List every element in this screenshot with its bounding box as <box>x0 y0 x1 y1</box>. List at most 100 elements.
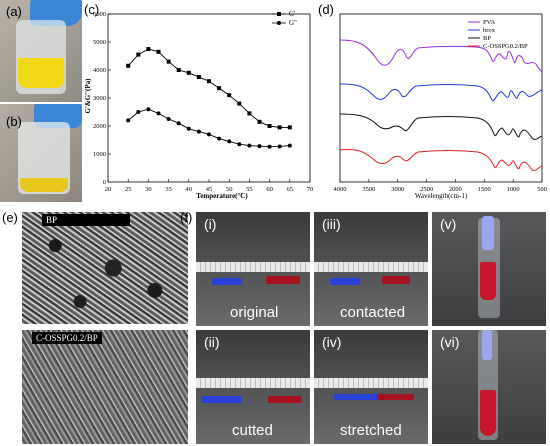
chart-d-frame <box>339 13 543 183</box>
photo-f-iii: (iii) contacted <box>314 212 428 326</box>
x-tick-label: 40 <box>186 186 193 193</box>
legend-pva: PVA <box>483 19 495 26</box>
data-point-g-prime <box>146 47 151 51</box>
caption-contacted: contacted <box>340 304 406 321</box>
series-line-g-double-prime <box>127 108 290 148</box>
red-gel <box>266 276 300 284</box>
y-tick-label: 6000 <box>93 11 106 18</box>
spectrum-pva <box>339 39 543 73</box>
data-point-g-double-prime <box>126 118 131 123</box>
panel-label-c: (c) <box>84 2 100 17</box>
photo-f-ii: (ii) cutted <box>196 330 310 444</box>
x-tick-label: 2000 <box>449 186 462 193</box>
y-tick-label: 0 <box>103 179 106 186</box>
x-tick-label: 4000 <box>334 186 347 193</box>
x-tick-label: 500 <box>537 186 547 193</box>
data-point-g-double-prime <box>136 110 141 114</box>
y-tick-label: 5000 <box>93 39 106 46</box>
y-tick-label: 4000 <box>93 67 106 74</box>
x-tick-label: 3000 <box>391 186 404 193</box>
panel-label-a: (a) <box>6 4 22 19</box>
data-point-g-prime <box>176 68 181 72</box>
x-tick-label: 70 <box>307 186 314 193</box>
data-point-g-double-prime <box>237 142 242 147</box>
data-point-g-prime <box>237 101 242 106</box>
chart-c-frame <box>107 13 311 183</box>
x-tick-label: 3500 <box>362 186 375 193</box>
sem-tag-bp: BP <box>42 214 130 226</box>
spectrum-brox <box>339 83 543 102</box>
chart-c-marks <box>126 47 292 149</box>
y-tick-label: 1000 <box>93 151 106 158</box>
caption-stretched: stretched <box>340 422 402 439</box>
legend-g-prime: G' <box>289 10 295 18</box>
data-point-g-prime <box>166 59 171 64</box>
photo-vial-b <box>0 104 82 202</box>
chart-c-xlabel: Temperature(°C) <box>196 192 248 200</box>
x-tick-label: 30 <box>145 186 152 193</box>
data-point-g-double-prime <box>207 132 211 137</box>
data-point-g-double-prime <box>287 143 292 148</box>
data-point-g-double-prime <box>257 144 262 149</box>
legend-bp: BP <box>483 35 491 42</box>
photo-f-i: (i) original <box>196 212 310 326</box>
data-point-g-prime <box>196 75 201 79</box>
legend-g-double-prime: G" <box>289 19 297 27</box>
photo-f-vi: (vi) <box>432 330 546 444</box>
chart-d: 4000 3500 3000 2500 2000 1500 1000 500 PVA brox… <box>334 13 547 200</box>
sem-tag-c-osspg-bp: C-OSSPG0.2/BP <box>32 332 102 344</box>
blue-top <box>482 216 494 250</box>
data-point-g-double-prime <box>247 143 252 148</box>
data-point-g-prime <box>126 63 131 68</box>
sem-c-osspg-bp: C-OSSPG0.2/BP <box>22 330 188 444</box>
roman-v: (v) <box>440 216 457 232</box>
data-point-g-double-prime <box>156 111 161 116</box>
photo-f-v: (v) <box>432 212 546 326</box>
data-point-g-double-prime <box>196 129 201 134</box>
blue-top <box>482 330 492 360</box>
chart-c-axes: 20 25 30 35 40 45 50 55 60 65 70 0 1000 2000 3000 4000 5… <box>93 11 313 193</box>
data-point-g-double-prime <box>186 126 191 131</box>
chart-c: 20 25 30 35 40 45 50 55 60 65 70 0 1000 2000 3000 4000 5… <box>84 10 313 200</box>
red-gel <box>268 396 302 403</box>
chart-d-xlabel: Wavelength(cm-1) <box>415 192 468 200</box>
ruler <box>314 262 428 272</box>
blue-gel <box>330 278 360 285</box>
data-point-g-prime <box>277 125 282 130</box>
red-gel <box>480 390 496 436</box>
x-tick-label: 35 <box>165 186 172 193</box>
yellow-gel <box>20 178 68 192</box>
data-point-g-double-prime <box>176 121 181 126</box>
spectrum-bp <box>339 113 543 140</box>
data-point-g-prime <box>227 93 232 98</box>
panel-label-b: (b) <box>6 114 22 129</box>
data-point-g-double-prime <box>146 107 151 112</box>
x-tick-label: 1000 <box>507 186 520 193</box>
roman-iv: (iv) <box>322 334 342 350</box>
y-tick-label: 2000 <box>93 123 106 130</box>
data-point-g-prime <box>217 86 222 91</box>
data-point-g-prime <box>247 111 252 116</box>
chart-d-spectra <box>339 39 543 171</box>
sem-bp: BP <box>22 212 188 324</box>
data-point-g-prime <box>207 79 211 84</box>
x-tick-label: 20 <box>105 186 112 193</box>
data-point-g-double-prime <box>277 144 282 149</box>
data-point-g-double-prime <box>166 117 171 121</box>
series-line-g-prime <box>127 48 290 128</box>
data-point-g-prime <box>156 49 161 54</box>
y-tick-label: 3000 <box>93 95 106 102</box>
photo-vial-a <box>0 0 82 102</box>
x-tick-label: 50 <box>226 186 233 193</box>
yellow-liquid <box>18 58 64 88</box>
chart-c-ylabel: G'&G''(Pa) <box>84 78 92 114</box>
x-tick-label: 65 <box>287 186 294 193</box>
data-point-g-double-prime <box>227 139 232 144</box>
x-tick-label: 60 <box>266 186 273 193</box>
roman-i: (i) <box>204 216 217 232</box>
panel-label-e: (e) <box>2 210 18 225</box>
data-point-g-double-prime <box>267 144 272 149</box>
data-point-g-prime <box>136 52 141 57</box>
data-point-g-prime <box>287 125 292 130</box>
x-tick-label: 25 <box>125 186 132 193</box>
